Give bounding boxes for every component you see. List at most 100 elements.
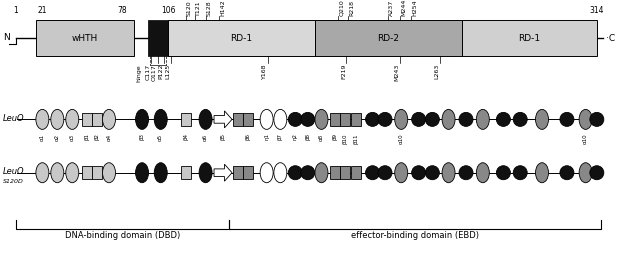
Circle shape xyxy=(426,112,439,126)
Text: β2: β2 xyxy=(94,133,99,140)
Text: S120: S120 xyxy=(187,1,192,16)
Ellipse shape xyxy=(103,163,115,183)
Text: η1: η1 xyxy=(264,133,269,140)
Bar xyxy=(148,20,168,56)
Ellipse shape xyxy=(579,163,592,183)
Text: α4: α4 xyxy=(107,133,112,140)
Text: α10: α10 xyxy=(399,133,404,144)
Text: H254: H254 xyxy=(412,0,417,16)
Ellipse shape xyxy=(315,109,328,129)
Circle shape xyxy=(412,112,426,126)
Circle shape xyxy=(513,112,527,126)
Text: α2: α2 xyxy=(55,133,60,140)
Bar xyxy=(330,166,340,179)
Polygon shape xyxy=(214,164,232,181)
Circle shape xyxy=(288,166,302,180)
Text: β10: β10 xyxy=(343,133,348,144)
Text: 1: 1 xyxy=(13,6,18,15)
Text: S128: S128 xyxy=(207,1,212,16)
Text: F219: F219 xyxy=(341,64,346,80)
Bar xyxy=(330,113,340,126)
Ellipse shape xyxy=(260,109,273,129)
Bar xyxy=(181,166,191,179)
Text: RD-1: RD-1 xyxy=(518,34,541,43)
Circle shape xyxy=(590,166,604,180)
Bar xyxy=(233,166,243,179)
Text: S120D: S120D xyxy=(2,179,24,184)
Ellipse shape xyxy=(536,163,548,183)
Text: 106: 106 xyxy=(161,6,176,15)
Text: β11: β11 xyxy=(354,133,359,144)
Circle shape xyxy=(459,112,473,126)
Text: L263: L263 xyxy=(434,64,439,79)
Bar xyxy=(233,113,243,126)
Ellipse shape xyxy=(199,163,212,183)
Text: α3: α3 xyxy=(70,133,75,140)
Bar xyxy=(340,113,350,126)
Text: 78: 78 xyxy=(117,6,127,15)
Bar xyxy=(340,166,350,179)
Ellipse shape xyxy=(315,163,328,183)
Text: β5: β5 xyxy=(221,133,226,140)
Circle shape xyxy=(288,112,302,126)
Text: β6: β6 xyxy=(245,133,250,140)
Text: β3: β3 xyxy=(140,133,145,140)
Ellipse shape xyxy=(155,163,167,183)
Bar xyxy=(92,113,102,126)
Ellipse shape xyxy=(136,109,148,129)
Bar xyxy=(351,166,361,179)
Ellipse shape xyxy=(579,109,592,129)
Circle shape xyxy=(459,166,473,180)
Ellipse shape xyxy=(274,163,287,183)
Circle shape xyxy=(426,166,439,180)
Text: α8: α8 xyxy=(319,133,324,140)
Text: β1: β1 xyxy=(85,133,90,140)
Bar xyxy=(82,113,92,126)
Bar xyxy=(315,20,462,56)
Ellipse shape xyxy=(477,163,489,183)
Bar xyxy=(36,20,134,56)
Ellipse shape xyxy=(274,109,287,129)
Text: α10: α10 xyxy=(583,133,588,144)
Text: P122: P122 xyxy=(158,64,163,80)
Text: RD-1: RD-1 xyxy=(231,34,252,43)
Ellipse shape xyxy=(66,109,78,129)
Ellipse shape xyxy=(477,109,489,129)
Text: DNA-binding domain (DBD): DNA-binding domain (DBD) xyxy=(65,231,180,240)
Text: α1: α1 xyxy=(40,133,45,140)
Text: LeuO: LeuO xyxy=(2,114,24,123)
Circle shape xyxy=(378,112,392,126)
Ellipse shape xyxy=(260,163,273,183)
Ellipse shape xyxy=(395,163,407,183)
Polygon shape xyxy=(214,111,232,128)
Text: RD-2: RD-2 xyxy=(378,34,399,43)
Text: 314: 314 xyxy=(589,6,604,15)
Bar xyxy=(243,166,253,179)
Ellipse shape xyxy=(155,109,167,129)
Text: α5: α5 xyxy=(158,133,163,140)
Text: T121: T121 xyxy=(196,1,201,16)
Text: H142: H142 xyxy=(221,0,226,16)
Text: β9: β9 xyxy=(333,133,338,140)
Circle shape xyxy=(513,166,527,180)
Text: N: N xyxy=(4,33,10,42)
Ellipse shape xyxy=(442,163,455,183)
Text: L125: L125 xyxy=(166,64,171,79)
Bar xyxy=(351,113,361,126)
Circle shape xyxy=(560,166,574,180)
Ellipse shape xyxy=(442,109,455,129)
Text: M243: M243 xyxy=(394,64,399,81)
Text: wHTH: wHTH xyxy=(72,34,98,43)
Circle shape xyxy=(497,166,510,180)
Text: LeuO: LeuO xyxy=(2,167,24,176)
Bar xyxy=(82,166,92,179)
Ellipse shape xyxy=(51,109,64,129)
Circle shape xyxy=(497,112,510,126)
Ellipse shape xyxy=(136,163,148,183)
Circle shape xyxy=(378,166,392,180)
Text: Y168: Y168 xyxy=(262,64,267,80)
Ellipse shape xyxy=(536,109,548,129)
Circle shape xyxy=(560,112,574,126)
Text: effector-binding domain (EBD): effector-binding domain (EBD) xyxy=(351,231,479,240)
Circle shape xyxy=(301,112,315,126)
